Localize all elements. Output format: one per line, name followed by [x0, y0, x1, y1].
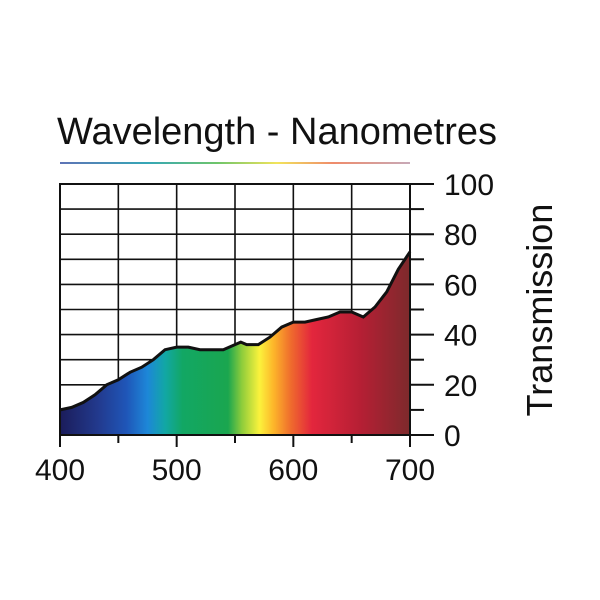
y-tick-label-40: 40	[444, 320, 477, 353]
y-tick-label-60: 60	[444, 269, 477, 302]
x-tick-labels: 400 500 600 700	[35, 454, 435, 487]
transmission-line	[59, 250, 412, 412]
transmission-area	[60, 251, 410, 435]
x-tick-label-500: 500	[152, 454, 202, 487]
y-axis-label: Transmission	[519, 204, 560, 417]
y-tick-label-100: 100	[444, 169, 494, 202]
y-tick-labels: 0 20 40 60 80 100	[444, 169, 494, 453]
chart-title: Wavelength - Nanometres	[57, 111, 497, 153]
x-tick-label-400: 400	[35, 454, 85, 487]
axis-ticks	[59, 183, 434, 447]
x-tick-label-600: 600	[268, 454, 318, 487]
y-tick-label-20: 20	[444, 370, 477, 403]
y-tick-label-80: 80	[444, 219, 477, 252]
title-spectrum-rule	[60, 162, 410, 164]
y-tick-label-0: 0	[444, 420, 461, 453]
x-tick-label-700: 700	[385, 454, 435, 487]
